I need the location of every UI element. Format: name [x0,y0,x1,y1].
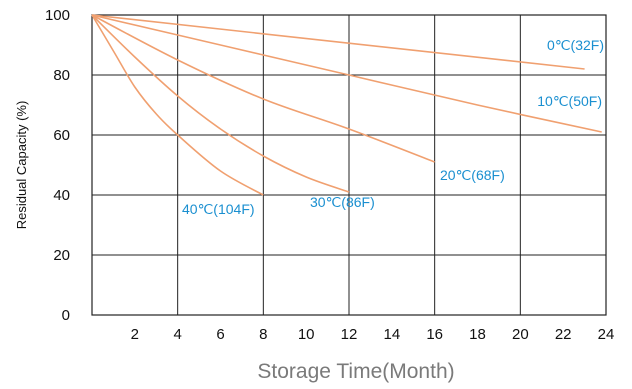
x-tick-label: 14 [383,326,400,343]
x-tick-label: 6 [216,326,224,343]
x-tick-label: 18 [469,326,486,343]
x-tick-label: 10 [298,326,315,343]
y-tick-label: 40 [53,187,70,204]
y-tick-label: 0 [62,307,70,324]
series-label: 30℃(86F) [310,194,375,210]
plot-frame [91,14,607,316]
series-lines [91,14,602,196]
series-line [91,14,435,163]
x-axis-label: Storage Time(Month) [257,360,454,383]
series-line [91,14,350,193]
y-axis-label: Residual Capacity (%) [14,101,29,230]
x-tick-label: 20 [512,326,529,343]
series-labels: 0℃(32F) 10℃(50F) 20℃(68F) 30℃(86F) 40℃(104F) [182,37,604,217]
x-tick-label: 8 [259,326,267,343]
x-tick-label: 22 [555,326,572,343]
x-tick-label: 24 [598,326,615,343]
series-line [91,14,602,133]
series-line [91,14,264,196]
y-tick-labels: 100 80 60 40 20 0 [45,7,70,324]
y-tick-label: 100 [45,7,70,24]
x-tick-label: 12 [341,326,358,343]
x-tick-label: 4 [173,326,181,343]
y-tick-label: 60 [53,127,70,144]
series-label: 20℃(68F) [440,167,505,183]
x-tick-label: 16 [426,326,443,343]
x-tick-label: 2 [131,326,139,343]
y-tick-label: 20 [53,247,70,264]
series-line [91,14,585,70]
y-tick-label: 80 [53,67,70,84]
series-label: 10℃(50F) [537,93,602,109]
series-label: 40℃(104F) [182,201,255,217]
series-label: 0℃(32F) [547,37,604,53]
x-tick-labels: 2 4 6 8 10 12 14 16 18 20 22 24 [131,326,615,343]
